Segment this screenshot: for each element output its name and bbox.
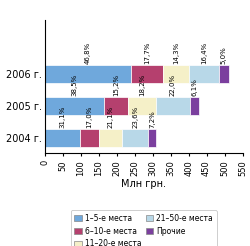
Bar <box>190 97 200 115</box>
Bar <box>98 129 122 147</box>
Text: 21,1%: 21,1% <box>107 106 113 128</box>
Text: 46,8%: 46,8% <box>85 42 91 64</box>
Bar <box>163 65 189 83</box>
Bar <box>128 97 156 115</box>
Text: 18,2%: 18,2% <box>139 74 145 96</box>
Legend: 1–5-е места, 6–10-е места, 11–20-е места, 21–50-е места, Прочие: 1–5-е места, 6–10-е места, 11–20-е места… <box>71 210 217 246</box>
Bar <box>45 129 80 147</box>
Text: 22,0%: 22,0% <box>170 74 176 96</box>
Bar <box>189 65 219 83</box>
Bar <box>131 65 163 83</box>
Text: 14,3%: 14,3% <box>173 42 179 64</box>
Text: 6,1%: 6,1% <box>192 78 198 96</box>
Bar <box>122 129 148 147</box>
Bar <box>45 65 131 83</box>
Bar <box>80 129 98 147</box>
X-axis label: Млн грн.: Млн грн. <box>121 179 166 189</box>
Text: 7,2%: 7,2% <box>149 111 155 128</box>
Text: 5,0%: 5,0% <box>221 46 227 64</box>
Text: 31,1%: 31,1% <box>59 106 65 128</box>
Text: 16,4%: 16,4% <box>201 42 207 64</box>
Bar <box>45 97 104 115</box>
Text: 17,0%: 17,0% <box>86 106 92 128</box>
Text: 23,6%: 23,6% <box>132 106 138 128</box>
Text: 17,7%: 17,7% <box>144 42 150 64</box>
Text: 38,5%: 38,5% <box>72 74 78 96</box>
Text: 15,2%: 15,2% <box>113 74 119 96</box>
Bar <box>219 65 228 83</box>
Bar <box>104 97 128 115</box>
Bar <box>148 129 156 147</box>
Bar <box>156 97 190 115</box>
